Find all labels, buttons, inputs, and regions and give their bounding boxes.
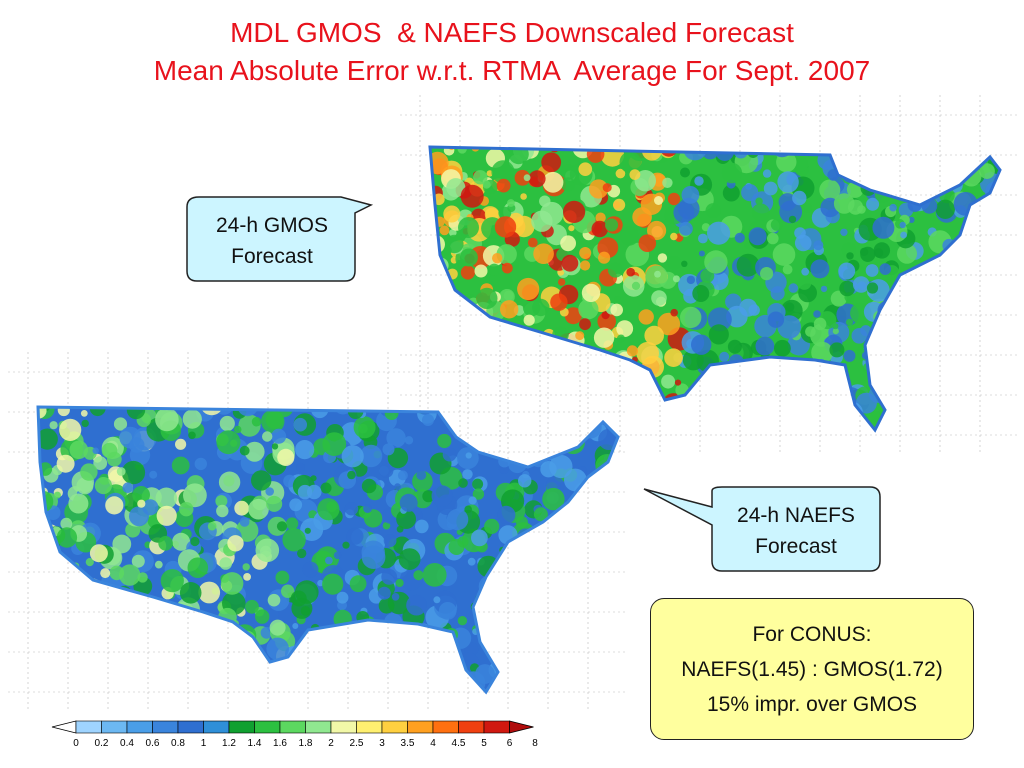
colorbar-tick-label: 3.5 bbox=[401, 738, 415, 749]
title-line-2: Mean Absolute Error w.r.t. RTMA Average … bbox=[153, 55, 871, 86]
gmos-callout-line-2: Forecast bbox=[231, 245, 313, 268]
colorbar-tick-label: 1.2 bbox=[222, 738, 236, 749]
colorbar-segment bbox=[228, 720, 255, 734]
colorbar-arrow-low bbox=[51, 720, 77, 734]
title-line-1: MDL GMOS & NAEFS Downscaled Forecast bbox=[230, 17, 794, 48]
colorbar-segment bbox=[101, 720, 128, 734]
colorbar-segment bbox=[126, 720, 153, 734]
gmos-coastline bbox=[428, 145, 1002, 433]
summary-line-3: 15% impr. over GMOS bbox=[706, 693, 918, 716]
colorbar-segment bbox=[177, 720, 204, 734]
colorbar-segment bbox=[330, 720, 357, 734]
colorbar-tick-label: 0.2 bbox=[95, 738, 109, 749]
conus-summary-box: For CONUS: NAEFS(1.45) : GMOS(1.72) 15% … bbox=[650, 598, 974, 740]
colorbar-tick-label: 0.8 bbox=[171, 738, 185, 749]
colorbar-tick-label: 2.5 bbox=[350, 738, 364, 749]
error-colorbar: 0 0.2 0.4 0.6 0.8 1 1.2 1.4 1.6 1.8 2 2.5 3 3.5 4 4.5 5 6… bbox=[51, 720, 538, 749]
colorbar-tick-label: 0.4 bbox=[120, 738, 134, 749]
colorbar-tick-label: 1.4 bbox=[248, 738, 262, 749]
colorbar-segment bbox=[152, 720, 179, 734]
colorbar-tick-label: 3 bbox=[379, 738, 385, 749]
naefs-callout-text: 24-h NAEFS Forecast bbox=[712, 500, 880, 562]
colorbar-segment bbox=[203, 720, 230, 734]
gmos-callout-text: 24-h GMOS Forecast bbox=[187, 210, 357, 272]
naefs-error-map bbox=[8, 352, 628, 712]
colorbar-tick-label: 1 bbox=[201, 738, 207, 749]
gmos-callout-line-1: 24-h GMOS bbox=[215, 214, 329, 237]
naefs-callout-line-1: 24-h NAEFS bbox=[737, 504, 855, 527]
naefs-callout bbox=[643, 486, 881, 572]
colorbar-segment bbox=[407, 720, 434, 734]
colorbar-segment bbox=[483, 720, 510, 734]
colorbar-segment bbox=[75, 720, 102, 734]
naefs-coastline bbox=[36, 405, 620, 695]
colorbar-segment bbox=[356, 720, 383, 734]
colorbar-segment bbox=[432, 720, 459, 734]
colorbar-segment bbox=[458, 720, 485, 734]
colorbar-tick-label: 8 bbox=[532, 738, 538, 749]
colorbar-tick-label: 4 bbox=[430, 738, 436, 749]
colorbar-tick-label: 0.6 bbox=[146, 738, 160, 749]
colorbar-segment bbox=[279, 720, 306, 734]
colorbar-tick-label: 2 bbox=[328, 738, 334, 749]
colorbar-segment bbox=[305, 720, 332, 734]
naefs-callout-line-2: Forecast bbox=[755, 535, 837, 558]
summary-line-1: For CONUS: bbox=[752, 623, 872, 646]
colorbar-tick-label: 1.6 bbox=[273, 738, 287, 749]
colorbar-segment bbox=[254, 720, 281, 734]
colorbar-tick-label: 4.5 bbox=[452, 738, 466, 749]
colorbar-segment bbox=[381, 720, 408, 734]
colorbar-tick-label: 6 bbox=[507, 738, 513, 749]
gmos-callout bbox=[186, 196, 374, 282]
colorbar-tick-label: 5 bbox=[481, 738, 487, 749]
colorbar-tick-label: 1.8 bbox=[299, 738, 313, 749]
gmos-error-map bbox=[400, 95, 1020, 455]
colorbar-arrow-high bbox=[509, 720, 534, 734]
summary-line-2: NAEFS(1.45) : GMOS(1.72) bbox=[681, 658, 943, 681]
colorbar-tick-label: 0 bbox=[73, 738, 79, 749]
